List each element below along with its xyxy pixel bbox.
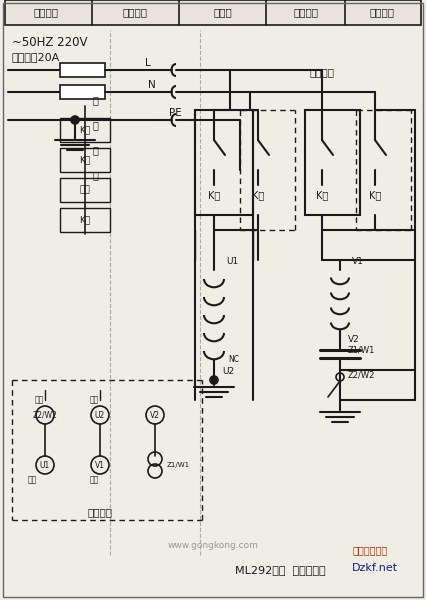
- Text: Z1/W1: Z1/W1: [167, 462, 190, 468]
- Text: U2: U2: [95, 410, 105, 419]
- Text: N: N: [148, 80, 156, 90]
- Text: 电子开发社区: 电子开发社区: [352, 545, 388, 555]
- Bar: [60, 148, 110, 172]
- Text: 保险建议20A: 保险建议20A: [12, 52, 60, 62]
- Text: 用户电源: 用户电源: [33, 7, 58, 17]
- Text: ~50HZ 220V: ~50HZ 220V: [12, 35, 87, 49]
- Text: 补偿: 补偿: [80, 185, 90, 194]
- Text: L: L: [145, 58, 151, 68]
- Text: Z2/W2: Z2/W2: [32, 410, 58, 419]
- Text: V1: V1: [95, 461, 105, 469]
- Text: V2: V2: [348, 335, 360, 344]
- Bar: [60, 63, 105, 77]
- Text: U2: U2: [222, 367, 234, 377]
- Bar: [195, 110, 253, 215]
- Text: 电机反转: 电机反转: [370, 7, 395, 17]
- Text: K逆: K逆: [369, 190, 381, 200]
- Text: 原: 原: [92, 120, 98, 130]
- Text: 电源插头: 电源插头: [123, 7, 148, 17]
- Bar: [60, 118, 110, 142]
- Text: 顺逆开关: 顺逆开关: [310, 67, 335, 77]
- Bar: [5, 0, 421, 25]
- Text: 蓝色: 蓝色: [90, 475, 99, 485]
- Text: V2: V2: [150, 410, 160, 419]
- Text: 主绕组: 主绕组: [213, 7, 232, 17]
- Text: 复: 复: [92, 95, 98, 105]
- Text: K顺: K顺: [208, 190, 220, 200]
- Bar: [60, 85, 105, 99]
- Text: K逆: K逆: [79, 155, 91, 164]
- Bar: [305, 110, 360, 215]
- Text: Z1/W1: Z1/W1: [348, 346, 375, 355]
- Text: 补: 补: [92, 145, 98, 155]
- Circle shape: [71, 116, 79, 124]
- Bar: [60, 208, 110, 232]
- Bar: [60, 178, 110, 202]
- Text: V1: V1: [352, 257, 364, 266]
- Text: U1: U1: [40, 461, 50, 469]
- Text: 偿: 偿: [92, 170, 98, 180]
- Text: U1: U1: [226, 257, 238, 266]
- Text: 电机接线: 电机接线: [87, 507, 112, 517]
- Text: 黑色: 黑色: [35, 395, 44, 404]
- Text: K逆: K逆: [79, 215, 91, 224]
- Text: ML292系列  电气原理图: ML292系列 电气原理图: [235, 565, 325, 575]
- Text: K逆: K逆: [252, 190, 264, 200]
- Text: NC: NC: [228, 355, 239, 364]
- Text: 黄色: 黄色: [90, 395, 99, 404]
- Text: www.gongkong.com: www.gongkong.com: [167, 541, 259, 550]
- Circle shape: [210, 376, 218, 384]
- Text: K顺: K顺: [316, 190, 328, 200]
- Text: 电机正转: 电机正转: [293, 7, 318, 17]
- Text: K顺: K顺: [79, 125, 91, 134]
- Text: Dzkf.net: Dzkf.net: [352, 563, 398, 573]
- Text: PE: PE: [169, 108, 181, 118]
- Text: Z2/W2: Z2/W2: [348, 370, 375, 379]
- Text: 红色: 红色: [28, 475, 37, 485]
